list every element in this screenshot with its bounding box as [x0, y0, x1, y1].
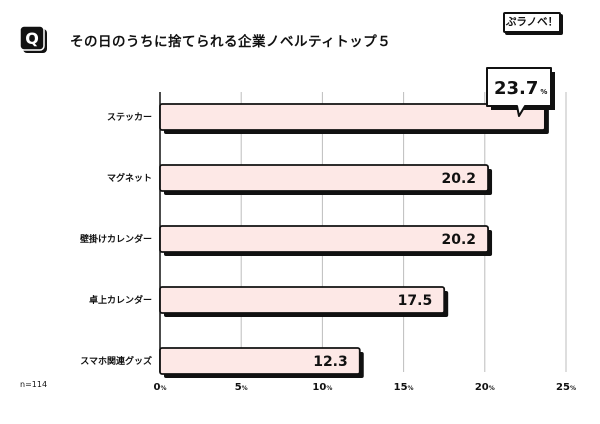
x-tick-label: 25%	[556, 382, 576, 393]
x-axis-ticks: 0% 5% 10% 15% 20% 25%	[154, 382, 576, 393]
x-tick-label: 5%	[235, 382, 248, 393]
sample-size-note: n=114	[20, 380, 48, 389]
chart-title: その日のうちに捨てられる企業ノベルティトップ５	[70, 34, 392, 50]
bar-value-label: 23.7%	[494, 78, 547, 99]
category-label: マグネット	[107, 172, 152, 184]
brand-logo: ぷラノベ！	[503, 12, 561, 33]
callout-bubble	[486, 67, 552, 117]
bar	[159, 164, 489, 192]
bar-value-label: 20.2	[442, 171, 477, 187]
question-badge: Q	[19, 25, 48, 54]
category-label: ステッカー	[107, 112, 152, 123]
value-callout: 23.7%	[486, 67, 555, 117]
bars: ステッカー 23.7 % マグネット 20.2 壁掛けカレンダー 20.2 卓上カレンダー 17…	[80, 67, 555, 378]
category-label: 卓上カレンダー	[89, 294, 152, 306]
bar-value-label: 20.2	[442, 232, 477, 248]
bar-value-label: 17.5	[398, 293, 433, 309]
category-label: 壁掛けカレンダー	[80, 233, 152, 245]
bar	[159, 347, 361, 375]
bar	[159, 103, 546, 131]
bar	[159, 225, 489, 253]
question-badge-icon: Q	[19, 25, 47, 53]
x-tick-label: 10%	[312, 382, 332, 393]
x-tick-label: 20%	[475, 382, 495, 393]
bar	[159, 286, 446, 314]
bar-value-label: 12.3	[313, 354, 348, 370]
x-tick-label: 15%	[394, 382, 414, 393]
x-tick-label: 0%	[154, 382, 167, 393]
category-label: スマホ関連グッズ	[80, 355, 152, 367]
question-badge-letter: Q	[25, 29, 39, 48]
